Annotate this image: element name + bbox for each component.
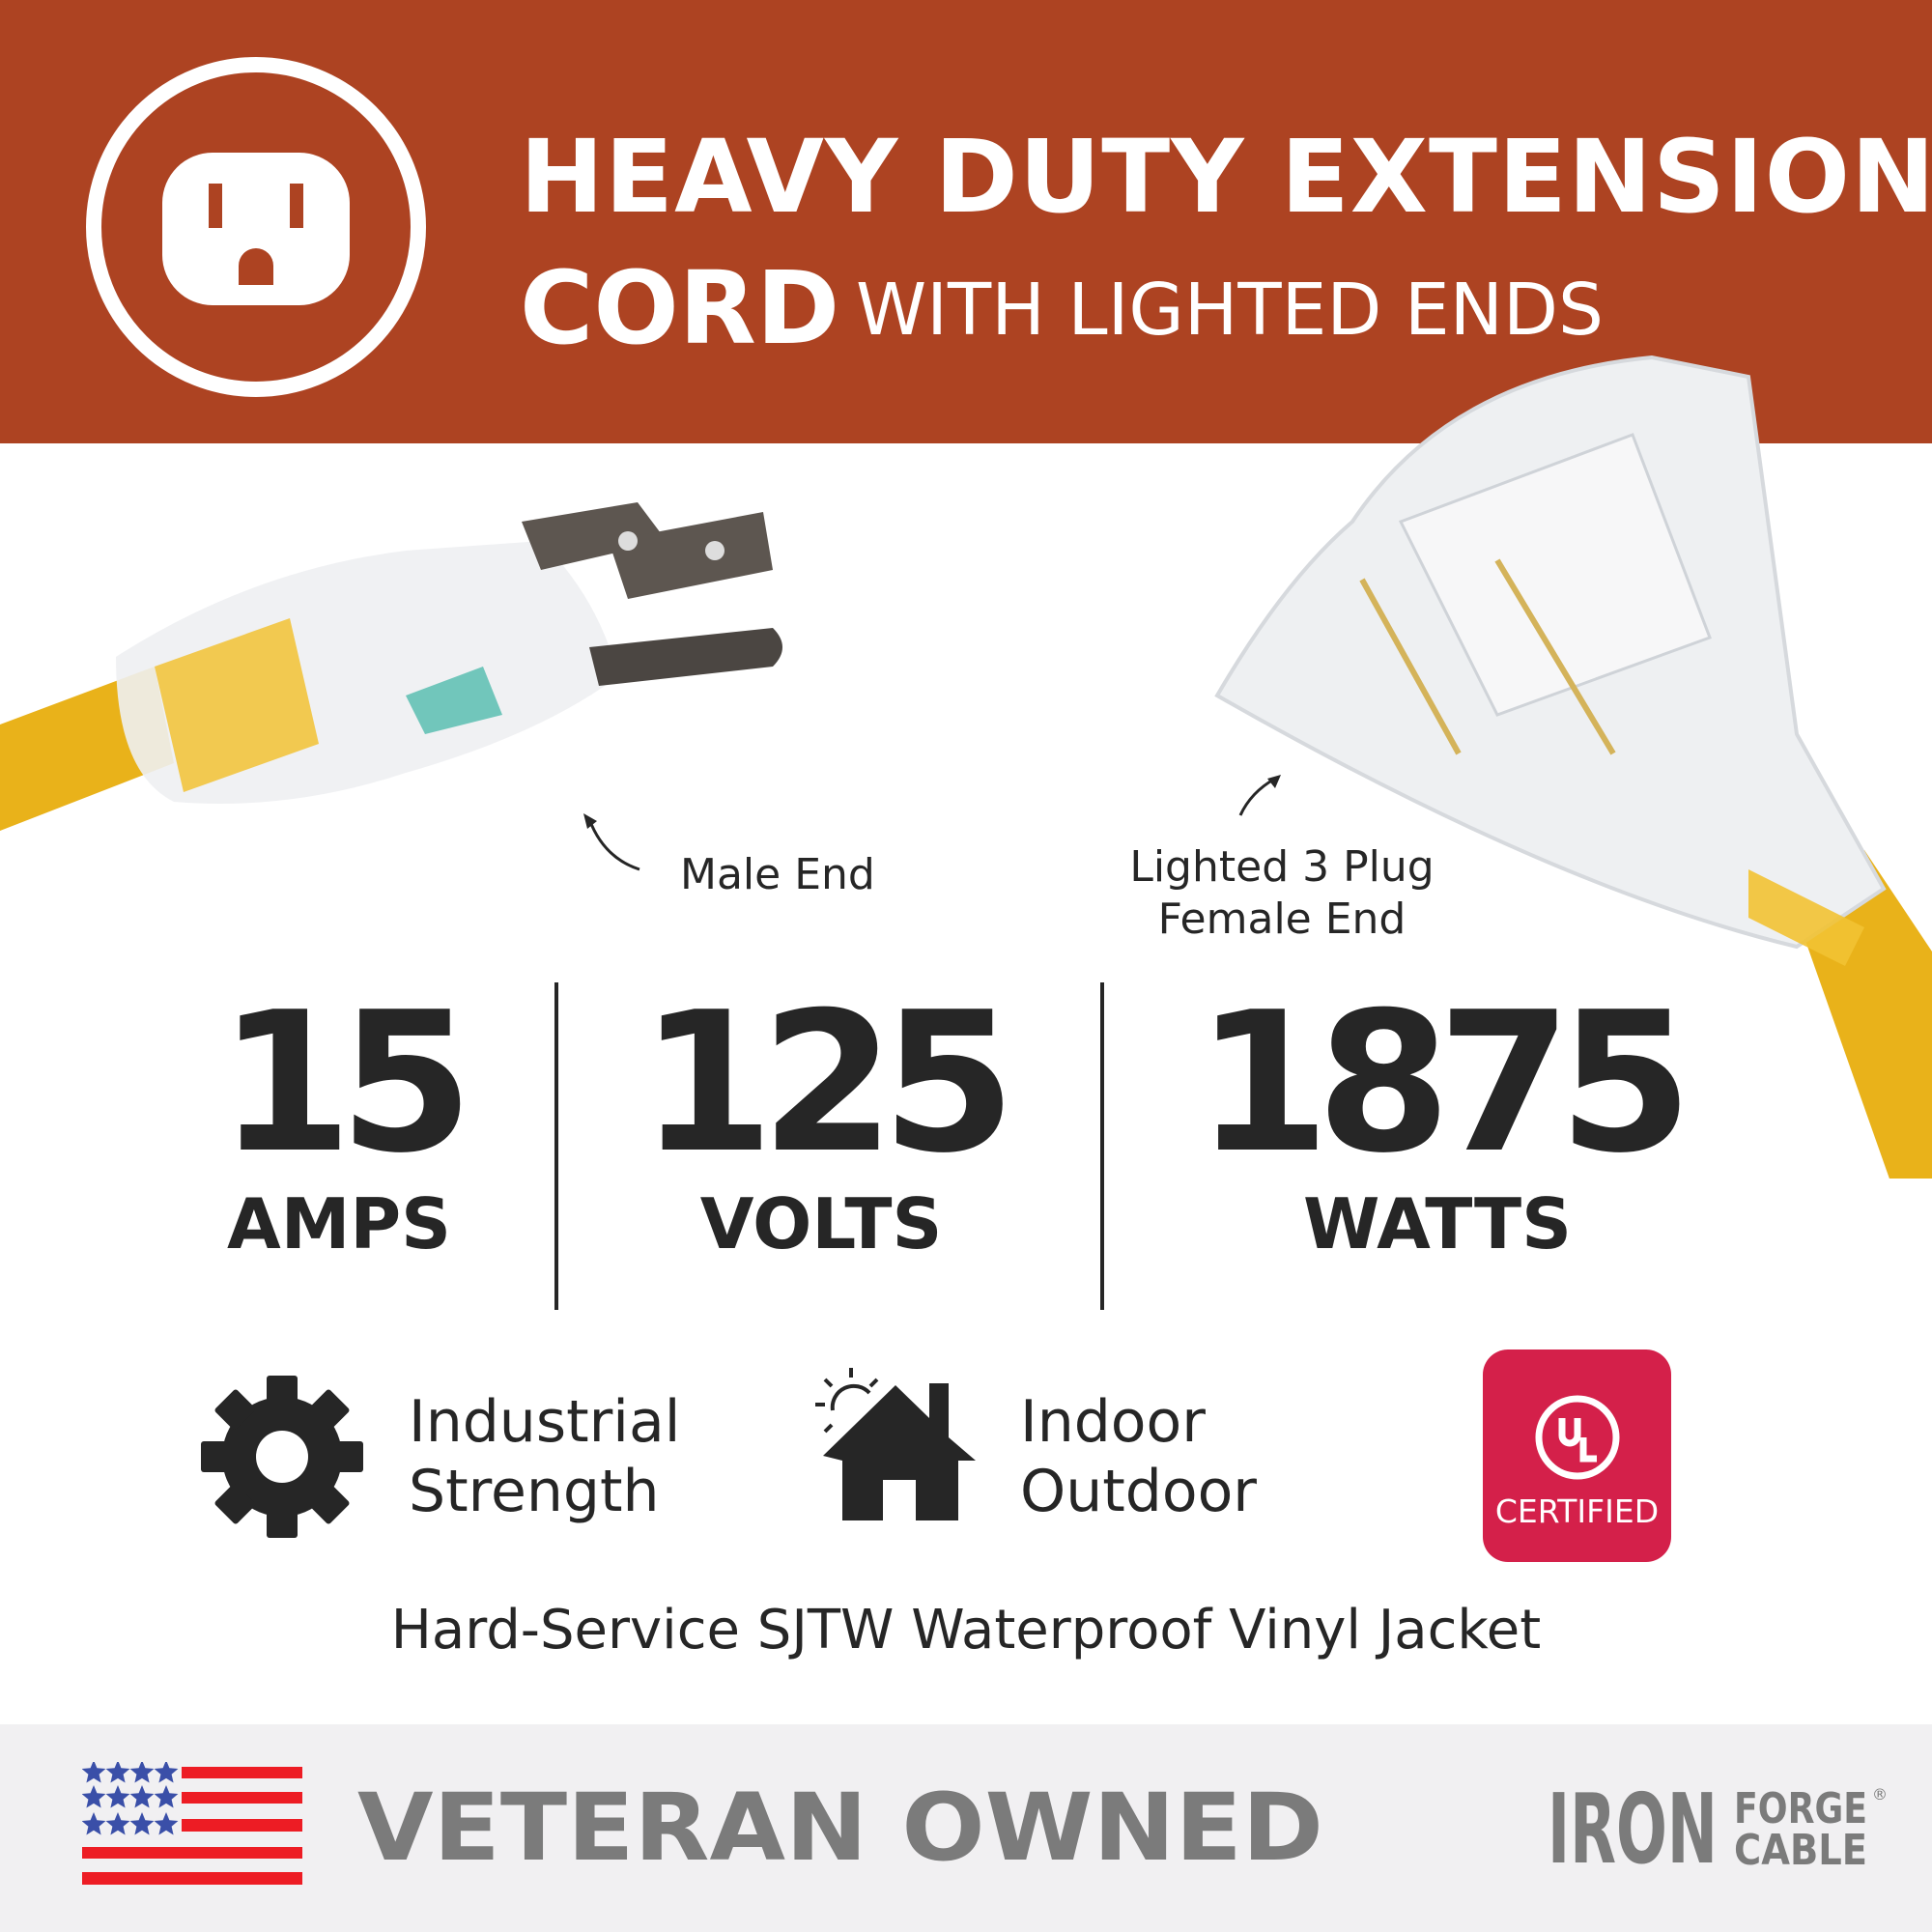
flag-star-icon — [154, 1812, 179, 1835]
house-sun-icon — [815, 1368, 976, 1520]
footer-band — [0, 1724, 1932, 1932]
feature-outdoor: Outdoor — [1020, 1458, 1257, 1525]
brand-cable-text: CABLE — [1734, 1826, 1867, 1868]
female-end-arrow-icon — [1238, 775, 1281, 816]
brand-forge-text: FORGE — [1734, 1787, 1867, 1833]
female-end-label-line2: Female End — [1157, 895, 1406, 944]
feature-industrial-line2: Strength — [409, 1458, 660, 1525]
feature-indoor: Indoor — [1020, 1388, 1206, 1456]
us-flag-icon — [82, 1762, 302, 1885]
amps-label: AMPS — [227, 1183, 451, 1264]
volts-label: VOLTS — [699, 1183, 943, 1264]
volts-value: 125 — [639, 971, 1015, 1196]
brand-logo-forge-cable: FORGE CABLE — [1734, 1787, 1867, 1868]
brand-iron-text: IRON — [1548, 1782, 1718, 1869]
certified-label: CERTIFIED — [1494, 1492, 1660, 1530]
divider — [554, 982, 558, 1310]
male-plug-image — [0, 502, 782, 831]
flag-star-icon — [129, 1785, 155, 1808]
veteran-owned-text: VETERAN OWNED — [357, 1782, 1323, 1869]
watts-value: 1875 — [1195, 971, 1693, 1196]
ul-logo-icon — [1535, 1395, 1620, 1480]
flag-star-icon — [105, 1812, 130, 1835]
divider — [1100, 982, 1104, 1310]
flag-star-icon — [154, 1785, 179, 1808]
flag-star-icon — [129, 1812, 155, 1835]
flag-star-icon — [82, 1812, 106, 1835]
flag-star-icon — [154, 1762, 179, 1783]
female-plug-image — [1214, 355, 1932, 1179]
gear-icon — [201, 1376, 363, 1538]
tagline: Hard-Service SJTW Waterproof Vinyl Jacke… — [390, 1599, 1542, 1662]
female-end-label-line1: Lighted 3 Plug — [1129, 842, 1435, 892]
veteran-owned-badge: VETERAN OWNED — [357, 1782, 1323, 1869]
feature-industrial-line1: Industrial — [409, 1388, 681, 1456]
watts-label: WATTS — [1302, 1183, 1573, 1264]
page-title-line2: CORD — [520, 249, 840, 367]
flag-star-icon — [82, 1762, 106, 1783]
ul-certified-badge: CERTIFIED — [1483, 1350, 1671, 1562]
flag-star-icon — [129, 1762, 155, 1783]
male-end-label: Male End — [680, 850, 875, 899]
outlet-icon — [86, 57, 426, 397]
flag-star-icon — [82, 1785, 106, 1808]
page-title-line1: HEAVY DUTY EXTENSION — [520, 118, 1932, 236]
amps-value: 15 — [217, 971, 473, 1196]
page-subtitle: WITH LIGHTED ENDS — [856, 269, 1604, 352]
brand-logo-iron: IRON — [1548, 1782, 1718, 1869]
flag-star-icon — [105, 1785, 130, 1808]
registered-mark: ® — [1872, 1785, 1888, 1804]
male-end-arrow-icon — [583, 813, 640, 871]
flag-star-icon — [105, 1762, 130, 1783]
